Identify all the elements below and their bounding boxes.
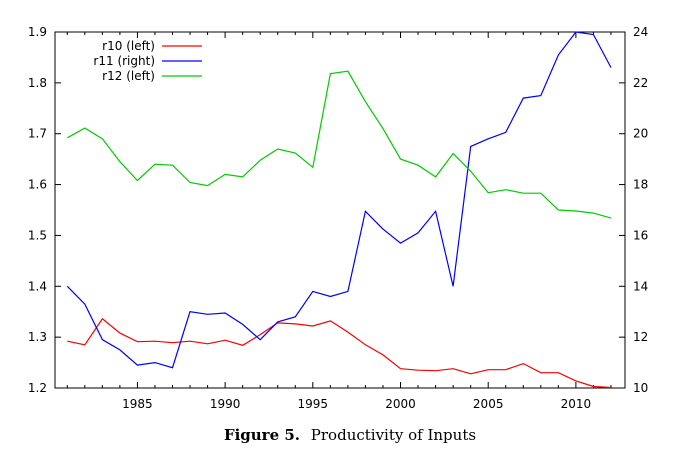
x-axis: 1985 1990 1995 2000 2005 2010 bbox=[66, 32, 612, 411]
left-y-axis: 1.2 1.3 1.4 1.5 1.6 1.7 1.8 1.9 bbox=[28, 25, 61, 395]
series-lines bbox=[66, 31, 612, 389]
x-tick-label: 1995 bbox=[298, 397, 329, 411]
right-tick-label: 12 bbox=[633, 330, 648, 344]
right-tick-label: 16 bbox=[633, 228, 648, 242]
x-tick-label: 2010 bbox=[561, 397, 592, 411]
series-line-r11 bbox=[66, 31, 612, 369]
legend-label-r12: r12 (left) bbox=[102, 69, 155, 83]
left-tick-label: 1.3 bbox=[28, 330, 47, 344]
left-tick-label: 1.2 bbox=[28, 381, 47, 395]
legend-label-r10: r10 (left) bbox=[102, 39, 155, 53]
x-tick-label: 1985 bbox=[122, 397, 153, 411]
x-tick-label: 2005 bbox=[473, 397, 504, 411]
x-tick-label: 2000 bbox=[385, 397, 416, 411]
right-tick-label: 24 bbox=[633, 25, 648, 39]
series-line-r12 bbox=[67, 70, 612, 219]
right-tick-label: 14 bbox=[633, 279, 648, 293]
right-tick-label: 18 bbox=[633, 178, 648, 192]
right-tick-label: 22 bbox=[633, 76, 648, 90]
productivity-chart: 1.2 1.3 1.4 1.5 1.6 1.7 1.8 1.9 10 12 14 16 18 20 22 2… bbox=[28, 25, 648, 411]
x-tick-label: 1990 bbox=[210, 397, 241, 411]
figure-caption: Figure 5. Productivity of Inputs bbox=[0, 426, 700, 444]
figure-caption-label: Figure 5. bbox=[223, 426, 301, 444]
left-tick-label: 1.7 bbox=[28, 127, 47, 141]
figure-caption-text: Productivity of Inputs bbox=[310, 426, 477, 444]
left-tick-label: 1.6 bbox=[28, 178, 47, 192]
right-y-axis: 10 12 14 16 18 20 22 24 bbox=[619, 25, 648, 395]
series-line-r10 bbox=[67, 317, 612, 389]
right-tick-label: 20 bbox=[633, 127, 648, 141]
left-tick-label: 1.4 bbox=[28, 279, 47, 293]
left-tick-label: 1.9 bbox=[28, 25, 47, 39]
right-tick-label: 10 bbox=[633, 381, 648, 395]
legend: r10 (left)r11 (right)r12 (left) bbox=[93, 39, 202, 83]
plot-frame bbox=[54, 31, 626, 389]
left-tick-label: 1.5 bbox=[28, 228, 47, 242]
left-tick-label: 1.8 bbox=[28, 76, 47, 90]
legend-label-r11: r11 (right) bbox=[93, 54, 155, 68]
